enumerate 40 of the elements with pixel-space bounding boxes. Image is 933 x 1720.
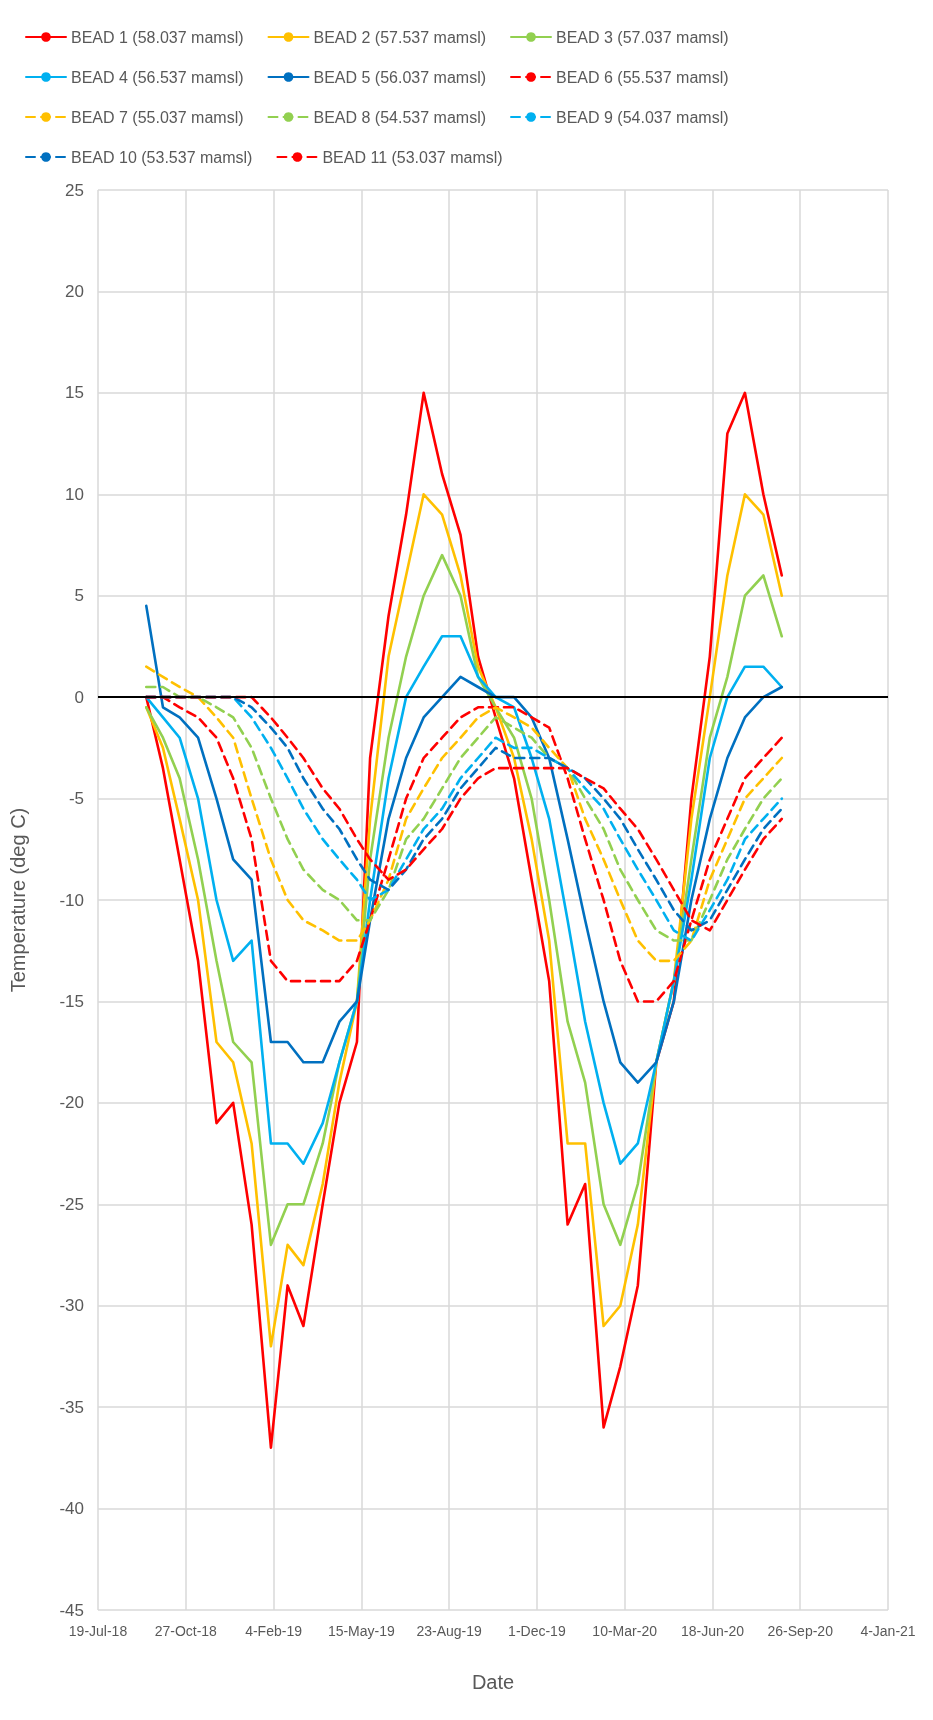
legend-label: BEAD 10 (53.537 mamsl) — [71, 148, 253, 166]
legend-label: BEAD 4 (56.537 mamsl) — [71, 68, 244, 86]
x-tick-label: 18-Jun-20 — [680, 1623, 745, 1639]
y-tick-label: 5 — [74, 586, 84, 606]
y-tick-label: -30 — [59, 1296, 84, 1316]
y-tick-label: 25 — [65, 180, 84, 200]
y-tick-label: 0 — [74, 687, 84, 707]
x-tick-label: 27-Oct-18 — [154, 1623, 218, 1639]
legend-label: BEAD 6 (55.537 mamsl) — [556, 68, 729, 86]
legend-label: BEAD 5 (56.037 mamsl) — [313, 68, 487, 86]
y-tick-label: -5 — [68, 789, 84, 809]
line-series — [144, 604, 784, 1084]
x-tick-label: 4-Jan-21 — [860, 1623, 916, 1639]
y-tick-label: -25 — [59, 1194, 84, 1214]
legend-label: BEAD 3 (57.037 mamsl) — [556, 28, 729, 46]
x-tick-label: 15-May-19 — [327, 1623, 395, 1639]
y-tick-label: 20 — [65, 281, 84, 301]
x-tick-label: 19-Jul-18 — [68, 1623, 128, 1639]
legend-label: BEAD 2 (57.537 mamsl) — [313, 28, 487, 46]
x-tick-label: 23-Aug-19 — [416, 1623, 483, 1639]
x-tick-label: 26-Sep-20 — [767, 1623, 834, 1639]
legend-label: BEAD 7 (55.037 mamsl) — [71, 108, 244, 126]
x-axis-title: Date — [471, 1671, 515, 1693]
line-series — [144, 492, 784, 1348]
legend-label: BEAD 9 (54.037 mamsl) — [556, 108, 729, 126]
legend-label: BEAD 8 (54.537 mamsl) — [313, 108, 487, 126]
y-tick-label: -15 — [59, 991, 84, 1011]
y-tick-label: -45 — [59, 1600, 84, 1620]
y-axis-title: Temperature (deg C) — [7, 807, 29, 993]
y-tick-label: -40 — [59, 1499, 84, 1519]
x-tick-label: 4-Feb-19 — [245, 1623, 303, 1639]
y-tick-label: 15 — [65, 383, 84, 403]
y-tick-label: -35 — [59, 1397, 84, 1417]
legend-label: BEAD 11 (53.037 mamsl) — [322, 148, 503, 166]
y-tick-label: 10 — [65, 484, 84, 504]
legend-label: BEAD 1 (58.037 mamsl) — [71, 28, 244, 46]
y-tick-label: -10 — [59, 890, 84, 910]
x-tick-label: 10-Mar-20 — [592, 1623, 658, 1639]
x-tick-label: 1-Dec-19 — [508, 1623, 566, 1639]
y-tick-label: -20 — [59, 1093, 84, 1113]
